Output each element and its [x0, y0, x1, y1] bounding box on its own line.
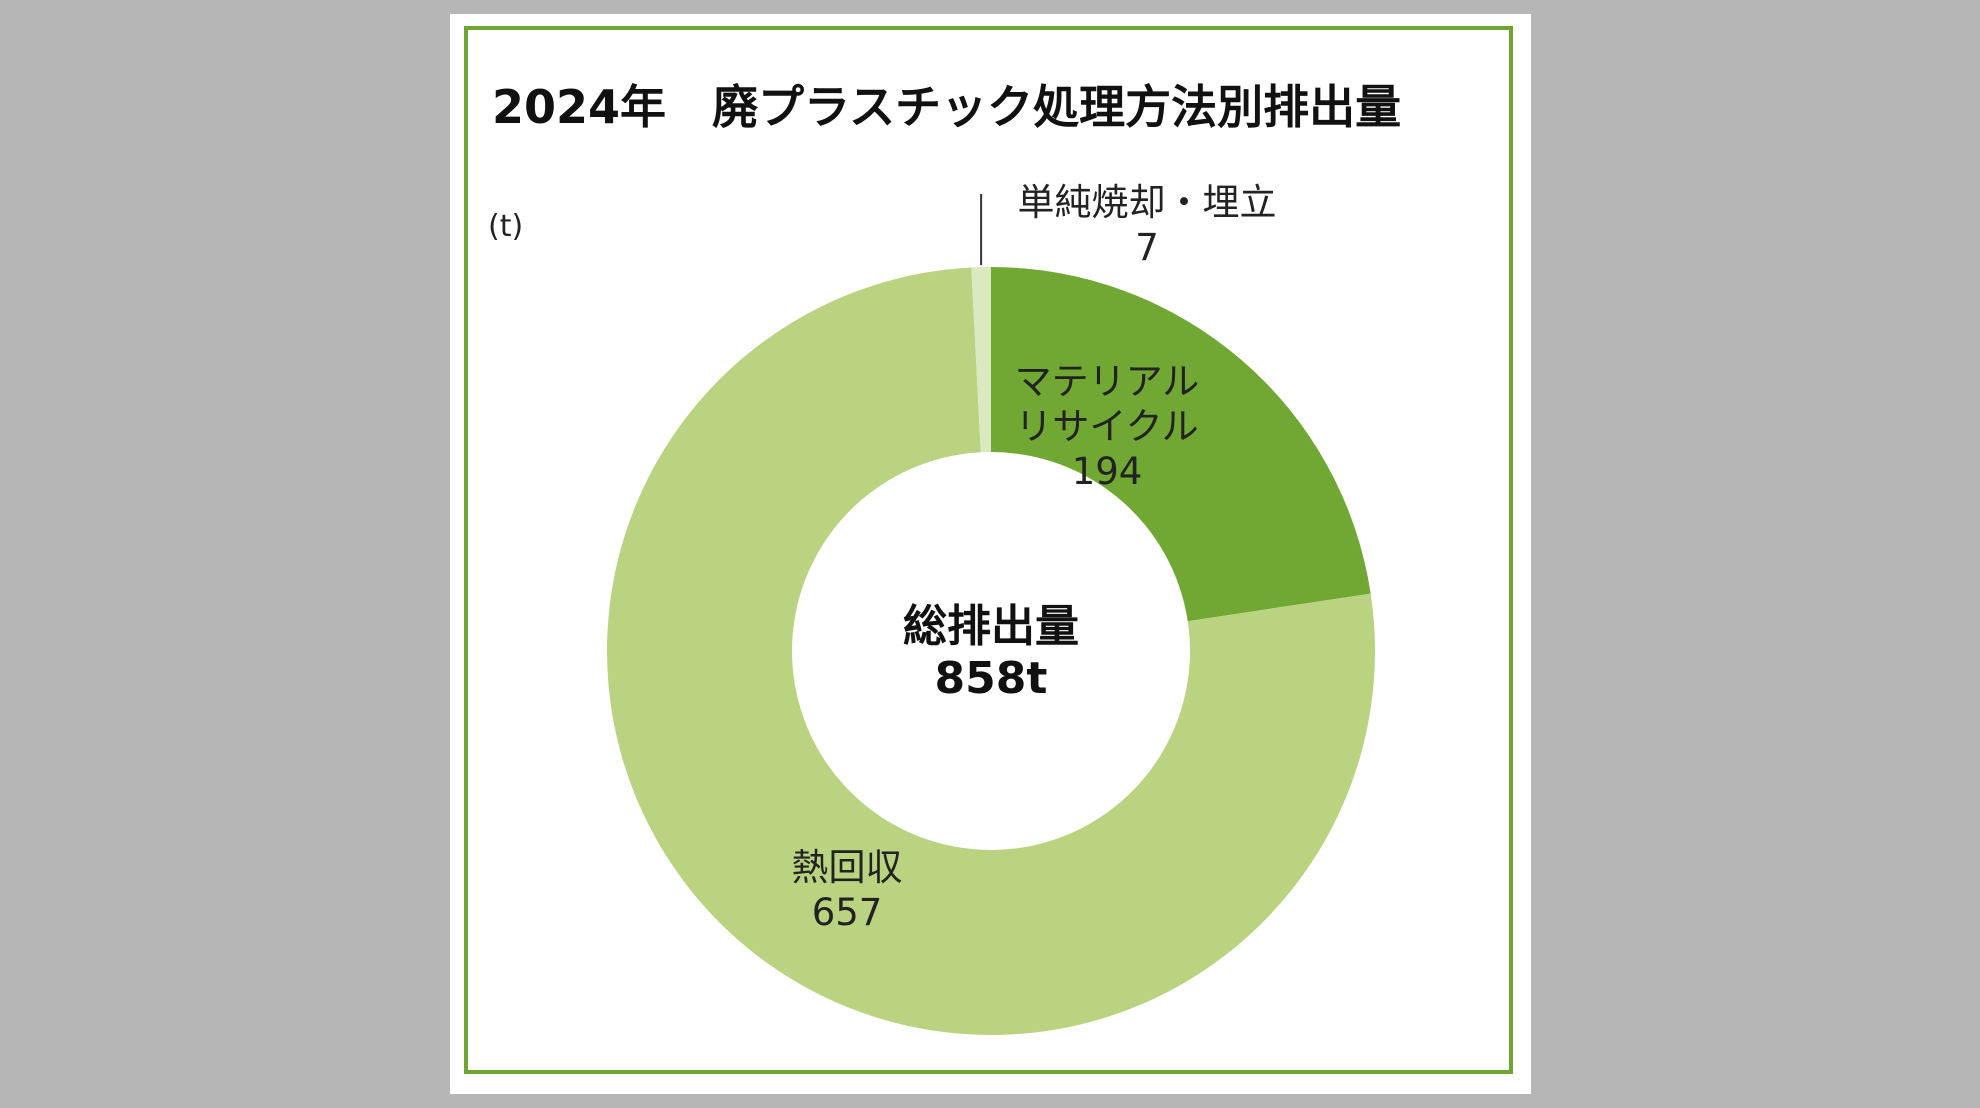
slice-value-label-0: 194 — [1072, 450, 1143, 493]
chart-card: 2024年 廃プラスチック処理方法別排出量 (t) マテリアル リサイクル 194 熱… — [450, 14, 1531, 1094]
donut-slice-0 — [991, 267, 1371, 622]
slice-name-label-2: 単純焼却・埋立 — [1018, 181, 1277, 224]
chart-title: 2024年 廃プラスチック処理方法別排出量 — [492, 80, 1402, 134]
slice-name-label-1: 熱回収 — [792, 846, 903, 889]
donut-slices — [606, 267, 1375, 1035]
donut-slice-1 — [606, 267, 1375, 1035]
slice-value-label-2: 7 — [1135, 226, 1159, 269]
slice-value-label-1: 657 — [812, 891, 883, 934]
unit-label: (t) — [488, 209, 524, 244]
slice-name-label-0: マテリアル — [1015, 360, 1200, 403]
chart-frame — [464, 26, 1513, 1074]
center-total-value: 858t — [935, 653, 1048, 704]
slice-name-label-0: リサイクル — [1015, 405, 1198, 448]
center-total-label: 総排出量 — [903, 601, 1079, 652]
donut-slice-2 — [971, 267, 991, 453]
